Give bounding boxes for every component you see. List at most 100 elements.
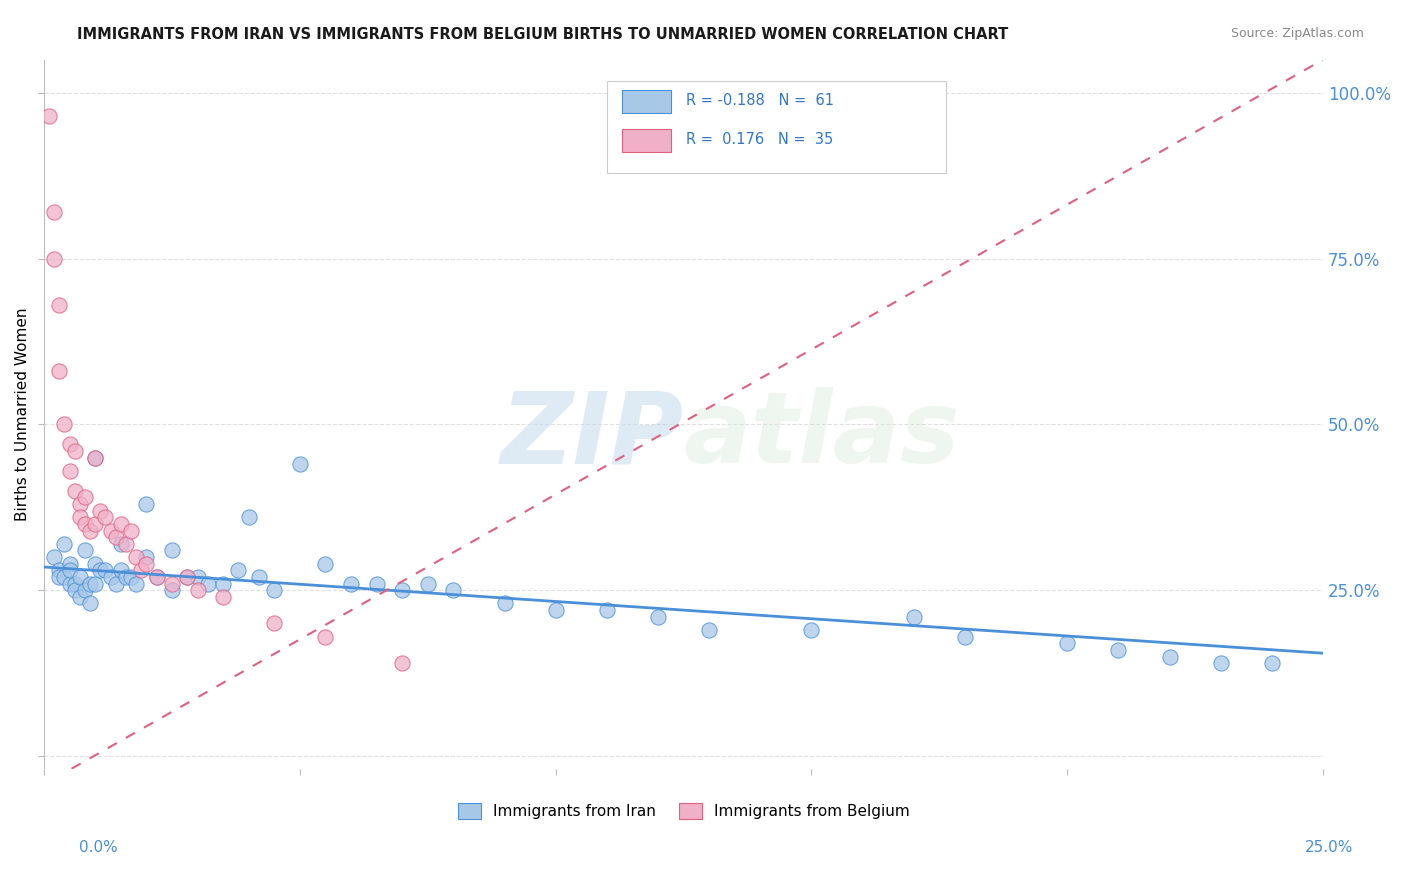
Bar: [623, 129, 671, 152]
Text: 0.0%: 0.0%: [79, 840, 118, 855]
Point: [63, 576, 86, 591]
Bar: [623, 90, 671, 112]
Point: [38, 109, 60, 123]
Point: [79, 524, 101, 538]
Point: [44, 550, 66, 565]
Point: [441, 583, 464, 598]
Text: Source: ZipAtlas.com: Source: ZipAtlas.com: [1230, 27, 1364, 40]
Point: [44, 205, 66, 219]
Point: [59, 437, 82, 451]
Point: [84, 557, 107, 571]
Point: [120, 524, 142, 538]
Point: [1108, 643, 1130, 657]
Point: [73, 543, 96, 558]
Point: [186, 583, 208, 598]
Point: [69, 570, 91, 584]
Point: [48, 570, 70, 584]
Point: [366, 576, 388, 591]
Point: [176, 570, 198, 584]
Point: [94, 563, 117, 577]
Point: [69, 510, 91, 524]
Point: [110, 537, 132, 551]
Point: [416, 576, 439, 591]
Point: [94, 510, 117, 524]
Point: [212, 576, 235, 591]
Point: [314, 557, 336, 571]
Point: [69, 497, 91, 511]
Point: [104, 530, 127, 544]
Point: [544, 603, 567, 617]
Point: [197, 576, 219, 591]
Point: [160, 583, 183, 598]
Point: [135, 550, 157, 565]
Point: [100, 524, 122, 538]
Point: [63, 583, 86, 598]
Point: [186, 570, 208, 584]
Point: [1159, 649, 1181, 664]
Text: R =  0.176   N =  35: R = 0.176 N = 35: [686, 132, 834, 147]
Point: [1056, 636, 1078, 650]
Text: ZIP: ZIP: [501, 387, 683, 484]
Point: [63, 483, 86, 498]
Point: [314, 630, 336, 644]
Point: [160, 543, 183, 558]
Point: [63, 444, 86, 458]
Point: [125, 576, 148, 591]
Point: [59, 557, 82, 571]
Point: [263, 616, 285, 631]
Point: [89, 503, 111, 517]
Point: [953, 630, 976, 644]
Point: [73, 583, 96, 598]
Point: [84, 516, 107, 531]
Point: [84, 450, 107, 465]
Point: [79, 597, 101, 611]
Point: [59, 464, 82, 478]
Point: [160, 576, 183, 591]
Point: [125, 550, 148, 565]
Point: [48, 364, 70, 378]
Point: [647, 609, 669, 624]
Point: [89, 563, 111, 577]
Point: [228, 563, 250, 577]
Point: [115, 570, 138, 584]
Point: [800, 623, 823, 637]
Text: atlas: atlas: [683, 387, 960, 484]
FancyBboxPatch shape: [607, 81, 946, 173]
Point: [135, 557, 157, 571]
Point: [48, 298, 70, 312]
Point: [391, 656, 413, 670]
Point: [69, 590, 91, 604]
Point: [288, 457, 311, 471]
Point: [73, 491, 96, 505]
Legend: Immigrants from Iran, Immigrants from Belgium: Immigrants from Iran, Immigrants from Be…: [451, 797, 915, 825]
Text: 25.0%: 25.0%: [1305, 840, 1353, 855]
Point: [903, 609, 925, 624]
Point: [176, 570, 198, 584]
Text: R = -0.188   N =  61: R = -0.188 N = 61: [686, 94, 834, 108]
Point: [238, 510, 260, 524]
Point: [391, 583, 413, 598]
Point: [494, 597, 516, 611]
Point: [247, 570, 270, 584]
Point: [110, 516, 132, 531]
Point: [697, 623, 720, 637]
Point: [44, 252, 66, 266]
Y-axis label: Births to Unmarried Women: Births to Unmarried Women: [15, 308, 30, 521]
Point: [100, 570, 122, 584]
Point: [59, 563, 82, 577]
Point: [53, 417, 76, 432]
Point: [135, 497, 157, 511]
Point: [84, 450, 107, 465]
Point: [145, 570, 167, 584]
Point: [1209, 656, 1232, 670]
Point: [73, 516, 96, 531]
Text: IMMIGRANTS FROM IRAN VS IMMIGRANTS FROM BELGIUM BIRTHS TO UNMARRIED WOMEN CORREL: IMMIGRANTS FROM IRAN VS IMMIGRANTS FROM …: [77, 27, 1008, 42]
Point: [110, 563, 132, 577]
Point: [263, 583, 285, 598]
Point: [340, 576, 363, 591]
Point: [59, 576, 82, 591]
Point: [129, 563, 152, 577]
Point: [104, 576, 127, 591]
Point: [1261, 656, 1284, 670]
Point: [84, 576, 107, 591]
